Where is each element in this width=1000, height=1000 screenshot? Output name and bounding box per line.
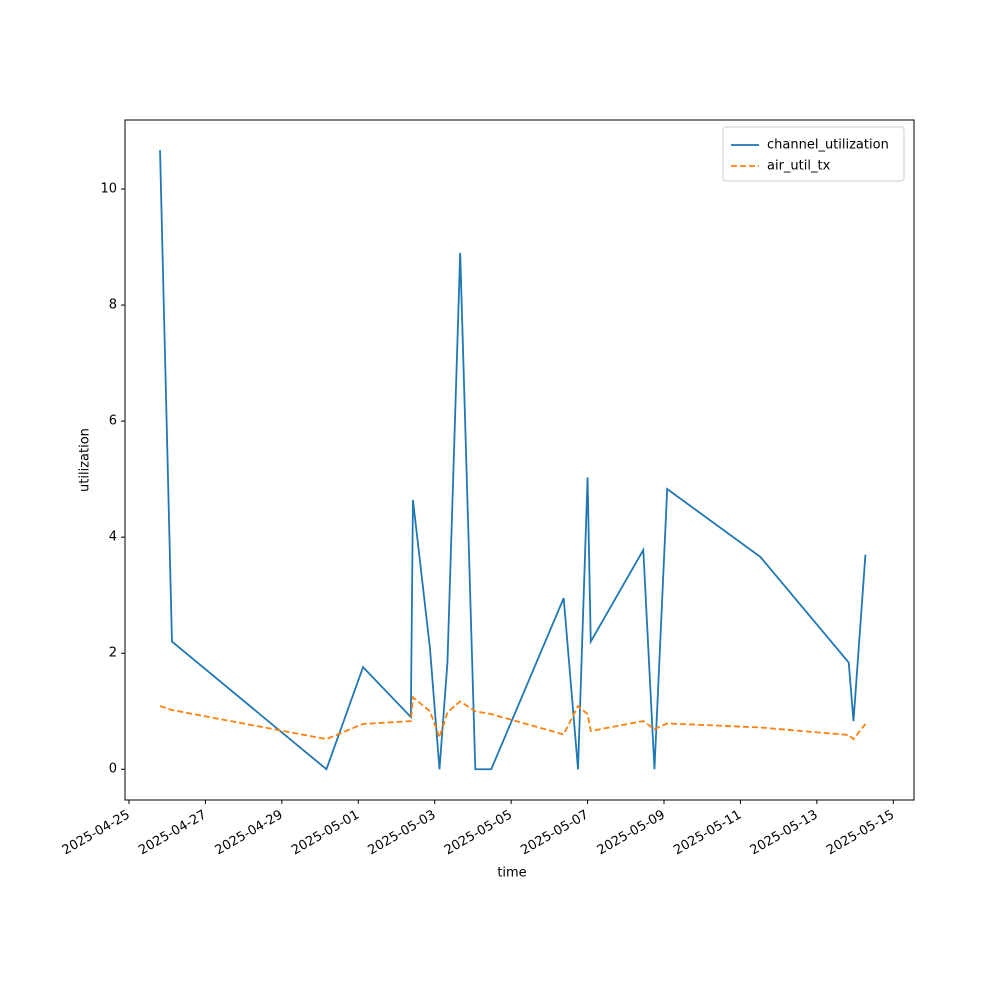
- x-tick-label: 2025-05-15: [824, 808, 897, 859]
- y-axis-label: utilization: [78, 428, 93, 492]
- y-tick-label: 2: [109, 646, 117, 661]
- axes-frame: [124, 119, 915, 801]
- x-axis-label: time: [497, 866, 526, 881]
- x-tick-label: 2025-05-07: [518, 808, 591, 859]
- x-tick-label: 2025-04-27: [136, 808, 209, 859]
- x-tick-label: 2025-05-11: [671, 808, 744, 859]
- y-tick-label: 4: [109, 530, 117, 545]
- series-line: [159, 695, 867, 741]
- y-tick-label: 10: [100, 182, 117, 197]
- x-tick-label: 2025-05-09: [595, 808, 668, 859]
- y-tick-label: 6: [109, 414, 117, 429]
- legend-box: [722, 126, 905, 182]
- x-tick-label: 2025-04-29: [213, 808, 286, 859]
- legend-label: air_util_tx: [767, 159, 831, 174]
- y-tick-label: 8: [109, 298, 117, 313]
- legend-label: channel_utilization: [767, 138, 889, 153]
- x-tick-label: 2025-04-25: [60, 808, 133, 859]
- x-tick-label: 2025-05-03: [366, 808, 439, 859]
- series-line: [159, 150, 867, 771]
- x-tick-label: 2025-05-13: [748, 808, 821, 859]
- x-tick-label: 2025-05-05: [442, 808, 515, 859]
- x-tick-label: 2025-05-01: [289, 808, 362, 859]
- y-tick-label: 0: [109, 762, 117, 777]
